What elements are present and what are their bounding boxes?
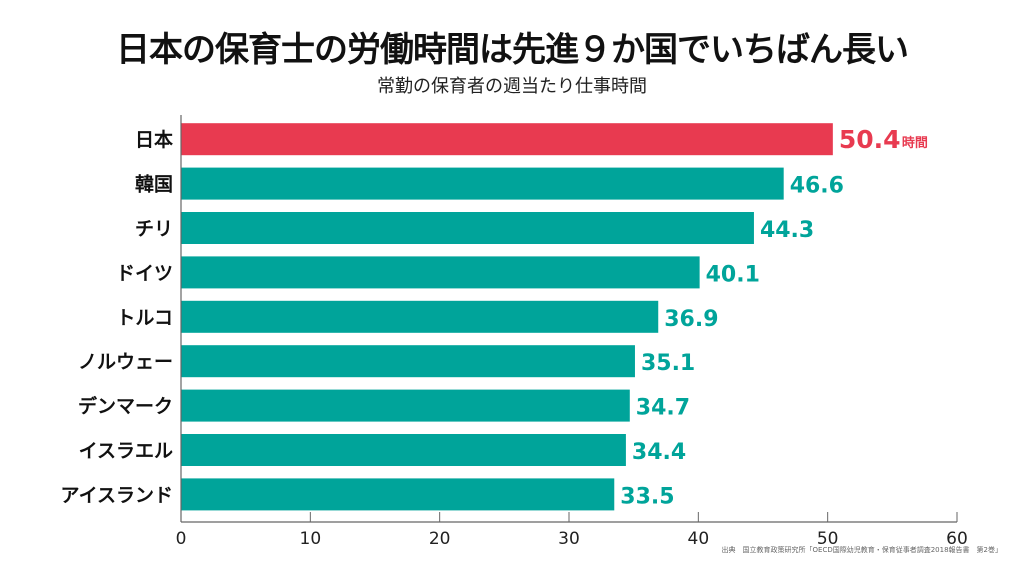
value-label: 36.9 <box>664 307 718 332</box>
bar <box>181 389 630 422</box>
value-label: 34.7 <box>636 396 690 421</box>
x-tick-label: 50 <box>817 529 839 549</box>
bar <box>181 256 700 289</box>
bar <box>181 478 615 511</box>
category-label: チリ <box>135 218 173 240</box>
x-tick-label: 30 <box>558 529 580 549</box>
value-label: 50.4 <box>839 125 901 154</box>
category-label: ドイツ <box>116 262 173 284</box>
chart-subtitle: 常勤の保育者の週当たり仕事時間 <box>377 76 647 97</box>
x-tick-label: 20 <box>429 529 451 549</box>
value-label: 35.1 <box>641 351 695 376</box>
x-tick-label: 40 <box>688 529 710 549</box>
category-label: アイスランド <box>61 484 173 506</box>
bar <box>181 345 635 378</box>
category-label: デンマーク <box>78 395 173 418</box>
bar <box>181 300 659 333</box>
x-tick-label: 0 <box>176 529 187 549</box>
category-label: ノルウェー <box>78 351 173 373</box>
value-label: 44.3 <box>760 218 814 243</box>
source-note: 出典 国立教育政策研究所「OECD国際幼児教育・保育従事者調査2018報告書 第… <box>721 546 1002 554</box>
value-label: 34.4 <box>632 440 686 465</box>
x-tick-label: 60 <box>946 529 968 549</box>
bar <box>181 123 833 156</box>
chart-title: 日本の保育士の労働時間は先進９か国でいちばん長い <box>116 30 909 70</box>
bar <box>181 212 754 244</box>
category-label: イスラエル <box>79 440 173 462</box>
value-label: 33.5 <box>620 484 674 509</box>
value-label: 40.1 <box>706 262 760 287</box>
x-tick-label: 10 <box>300 529 322 549</box>
category-label: 日本 <box>135 128 173 151</box>
bar <box>181 167 784 200</box>
category-label: トルコ <box>116 307 173 329</box>
unit-label: 時間 <box>902 135 928 151</box>
value-label: 46.6 <box>790 174 844 199</box>
category-label: 韓国 <box>135 173 173 196</box>
bar <box>181 434 626 466</box>
